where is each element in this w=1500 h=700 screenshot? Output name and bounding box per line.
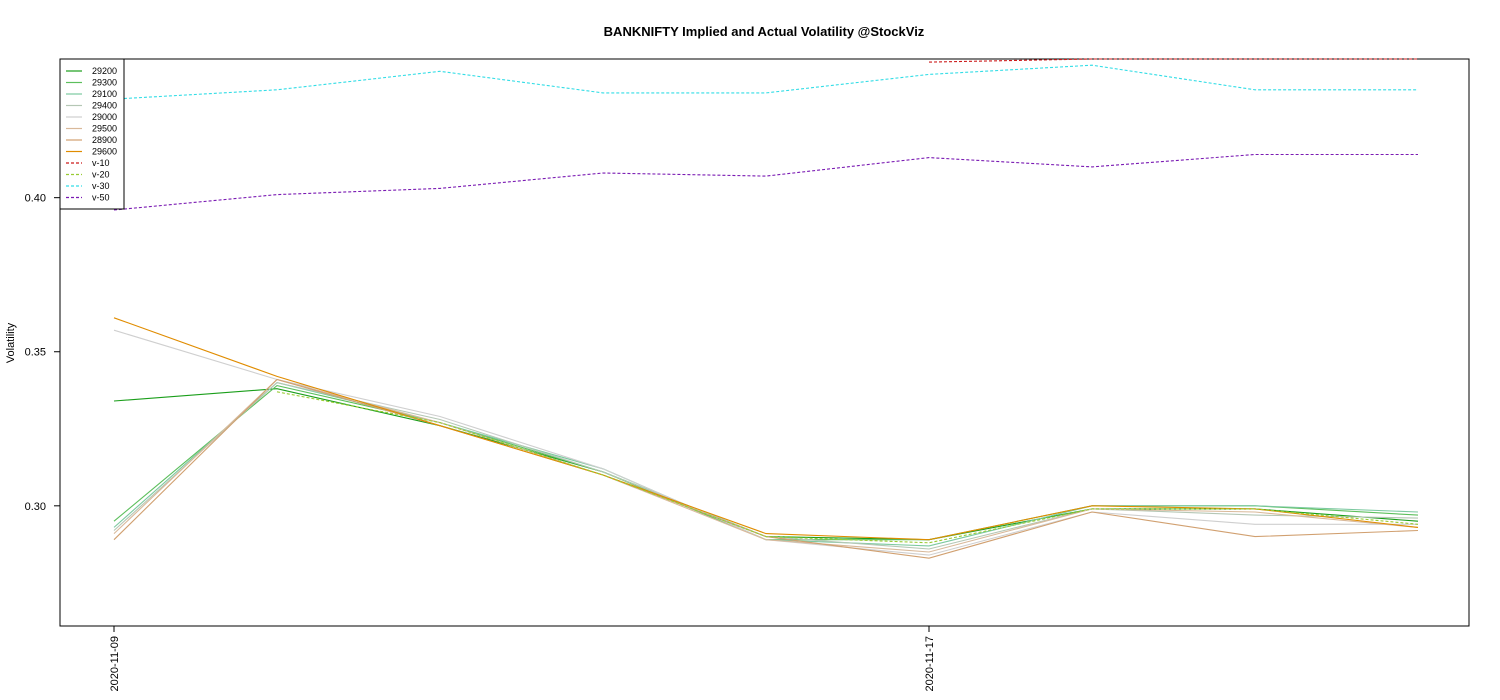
legend-label: v-30 bbox=[92, 181, 110, 191]
series-line-v-20 bbox=[276, 391, 1419, 544]
plot-frame bbox=[59, 58, 1470, 627]
legend-label: v-10 bbox=[92, 158, 110, 168]
series-line-29500 bbox=[113, 378, 1419, 553]
series-line-29400 bbox=[113, 382, 1419, 550]
y-tick-label: 0.30 bbox=[25, 501, 46, 513]
chart-title: BANKNIFTY Implied and Actual Volatility … bbox=[604, 24, 925, 39]
y-tick-label: 0.40 bbox=[25, 193, 46, 205]
legend-label: v-20 bbox=[92, 170, 110, 180]
series-line-29600 bbox=[113, 317, 1419, 541]
legend-label: 29300 bbox=[92, 78, 117, 88]
legend-label: 29000 bbox=[92, 112, 117, 122]
series-line-29000 bbox=[113, 329, 1418, 556]
y-tick-label: 0.35 bbox=[25, 347, 46, 359]
legend-label: 29100 bbox=[92, 89, 117, 99]
legend-box bbox=[59, 58, 125, 210]
legend-label: 29600 bbox=[92, 147, 117, 157]
x-tick-label: 2020-11-09 bbox=[109, 636, 121, 691]
x-axis: 2020-11-09 2020-11-17 bbox=[109, 626, 936, 691]
y-axis: 0.30 0.35 0.40 bbox=[25, 193, 60, 513]
legend-label: 29500 bbox=[92, 124, 117, 134]
y-axis-label: Volatility bbox=[5, 322, 17, 363]
legend-label: 28900 bbox=[92, 135, 117, 145]
series-line-28900 bbox=[113, 378, 1419, 559]
legend-label: v-50 bbox=[92, 193, 110, 203]
series-line-v-10 bbox=[928, 58, 1418, 63]
x-tick-label: 2020-11-17 bbox=[924, 636, 936, 691]
series-line-v-30 bbox=[113, 64, 1418, 100]
legend-label: 29200 bbox=[92, 66, 117, 76]
series-line-v-50 bbox=[113, 153, 1418, 211]
series-line-29300 bbox=[113, 385, 1419, 541]
series-layer bbox=[113, 58, 1419, 559]
series-line-29200 bbox=[113, 388, 1419, 541]
legend-label: 29400 bbox=[92, 101, 117, 111]
